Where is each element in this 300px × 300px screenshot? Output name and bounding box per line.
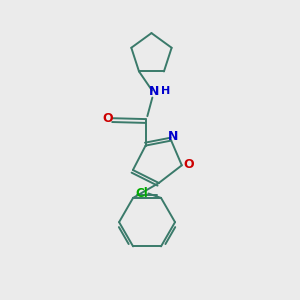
Text: N: N xyxy=(168,130,179,143)
Text: O: O xyxy=(103,112,113,125)
Text: H: H xyxy=(161,85,170,95)
Text: Cl: Cl xyxy=(136,187,148,200)
Text: N: N xyxy=(149,85,160,98)
Text: O: O xyxy=(183,158,194,171)
